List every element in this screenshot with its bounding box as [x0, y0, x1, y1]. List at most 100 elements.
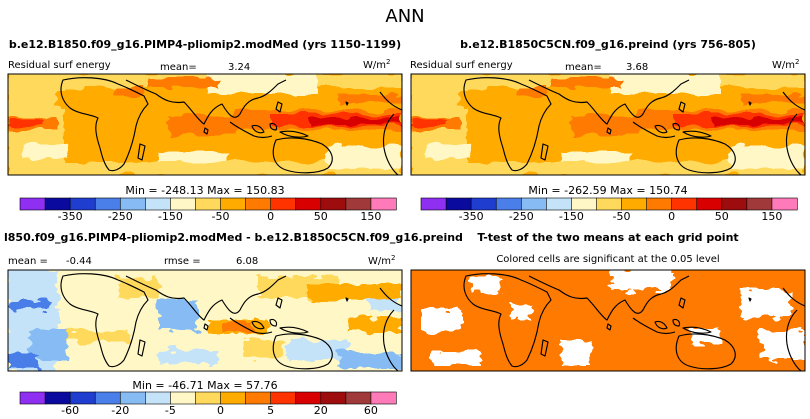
panel-1-colorbar-swatch-0	[19, 197, 46, 211]
panel-3-colorbar-swatch-8	[220, 391, 247, 405]
panel-1-colorbar-tick-label: -350	[58, 210, 83, 223]
panel-1-colorbar-swatch-1	[44, 197, 71, 211]
panel-4-title: T-test of the two means at each grid poi…	[477, 231, 738, 244]
panel-2-colorbar-swatch-10	[671, 197, 698, 211]
panel-2-colorbar-tick-label: 50	[715, 210, 729, 223]
panel-1-colorbar-tick-label: -250	[108, 210, 133, 223]
panel-2-colorbar: -350 -250 -150 -50 0 50 150	[420, 197, 798, 223]
panel-2-colorbar-swatch-7	[596, 197, 623, 211]
panel-3-colorbar-swatch-7	[195, 391, 222, 405]
panel-2-colorbar-swatch-4	[520, 197, 547, 211]
panel-2-colorbar-swatch-6	[571, 197, 598, 211]
panel-3: l850.f09_g16.PIMP4-pliomip2.modMed - b.e…	[4, 231, 463, 417]
panel-3-title: l850.f09_g16.PIMP4-pliomip2.modMed - b.e…	[4, 231, 463, 244]
panel-2-colorbar-tick-label: 0	[668, 210, 675, 223]
panel-1-colorbar-swatch-14	[370, 197, 397, 211]
panel-1-colorbar-tick-label: -150	[158, 210, 183, 223]
panel-3-units: W/m2	[368, 254, 395, 267]
panel-3-colorbar-swatch-13	[345, 391, 372, 405]
panel-3-colorbar-swatch-11	[295, 391, 322, 405]
panel-1-title: b.e12.B1850.f09_g16.PIMP4-pliomip2.modMe…	[9, 38, 401, 51]
panel-1-colorbar-swatch-13	[345, 197, 372, 211]
panel-2-colorbar-tick-label: 150	[761, 210, 782, 223]
panel-3-colorbar-tick-label: 60	[364, 404, 378, 417]
panel-3-colorbar-swatch-4	[119, 391, 146, 405]
panel-1-mean-value: 3.24	[228, 62, 250, 73]
panel-1-minmax: Min = -248.13 Max = 150.83	[125, 184, 284, 197]
panel-1-colorbar: -350 -250 -150 -50 0 50 150	[19, 197, 397, 223]
panel-2-colorbar-swatch-1	[445, 197, 472, 211]
panel-2-colorbar-swatch-9	[646, 197, 673, 211]
panel-3-colorbar-tick-label: 0	[217, 404, 224, 417]
panel-3-map	[7, 269, 403, 372]
panel-1-colorbar-swatch-10	[270, 197, 297, 211]
panel-2: b.e12.B1850C5CN.f09_g16.preind (yrs 756-…	[410, 38, 806, 223]
panel-2-colorbar-swatch-2	[470, 197, 497, 211]
panel-2-colorbar-swatch-5	[546, 197, 573, 211]
panel-4-map	[410, 269, 806, 372]
panel-3-colorbar-swatch-9	[245, 391, 272, 405]
panel-1-colorbar-swatch-8	[220, 197, 247, 211]
panel-1-map	[7, 73, 403, 176]
panel-2-colorbar-tick-label: -50	[613, 210, 631, 223]
panel-2-colorbar-tick-label: -250	[509, 210, 534, 223]
panel-3-colorbar-swatch-14	[370, 391, 397, 405]
panel-1-colorbar-swatch-11	[295, 197, 322, 211]
panel-2-mean-label: mean=	[565, 62, 602, 73]
panel-3-colorbar-swatch-0	[19, 391, 46, 405]
panel-3-colorbar-tick-label: -60	[61, 404, 79, 417]
panel-3-colorbar-swatch-2	[69, 391, 96, 405]
panel-3-colorbar: -60 -20 -5 0 5 20 60	[19, 391, 397, 417]
panel-2-units: W/m2	[772, 58, 799, 71]
panel-1-colorbar-swatch-9	[245, 197, 272, 211]
panel-2-map	[410, 73, 806, 176]
panel-2-colorbar-swatch-13	[746, 197, 773, 211]
panel-1-colorbar-tick-label: -50	[212, 210, 230, 223]
panel-3-colorbar-swatch-6	[170, 391, 197, 405]
figure-title: ANN	[385, 6, 424, 27]
panel-2-colorbar-swatch-14	[771, 197, 798, 211]
panel-2-variable-label: Residual surf energy	[410, 60, 513, 71]
panel-1-mean-label: mean=	[160, 62, 197, 73]
panel-3-colorbar-swatch-1	[44, 391, 71, 405]
panel-1-units: W/m2	[363, 58, 390, 71]
panel-1-colorbar-swatch-6	[170, 197, 197, 211]
panel-3-colorbar-tick-label: -5	[165, 404, 176, 417]
panel-2-colorbar-tick-label: -150	[559, 210, 584, 223]
panel-1-colorbar-swatch-7	[195, 197, 222, 211]
panel-1-colorbar-swatch-12	[320, 197, 347, 211]
panel-3-mean-label: mean =	[8, 256, 48, 267]
panel-1-colorbar-swatch-2	[69, 197, 96, 211]
panel-2-colorbar-swatch-11	[696, 197, 723, 211]
panel-1-colorbar-tick-label: 50	[314, 210, 328, 223]
panel-3-rmse-value: 6.08	[236, 256, 258, 267]
panel-1-variable-label: Residual surf energy	[8, 60, 111, 71]
panel-3-minmax: Min = -46.71 Max = 57.76	[132, 379, 277, 392]
panel-4-subtitle: Colored cells are significant at the 0.0…	[496, 254, 719, 265]
panel-3-mean-value: -0.44	[66, 256, 92, 267]
panel-2-colorbar-swatch-8	[621, 197, 648, 211]
panel-2-minmax: Min = -262.59 Max = 150.74	[528, 184, 687, 197]
panel-1-colorbar-swatch-3	[94, 197, 121, 211]
panel-2-colorbar-swatch-12	[721, 197, 748, 211]
panel-2-title: b.e12.B1850C5CN.f09_g16.preind (yrs 756-…	[460, 38, 756, 51]
panel-3-colorbar-tick-label: 5	[267, 404, 274, 417]
panel-2-colorbar-swatch-0	[420, 197, 447, 211]
panel-1: b.e12.B1850.f09_g16.PIMP4-pliomip2.modMe…	[7, 38, 403, 223]
panel-1-colorbar-swatch-5	[145, 197, 172, 211]
panel-1-colorbar-swatch-4	[119, 197, 146, 211]
panel-2-colorbar-swatch-3	[495, 197, 522, 211]
panel-3-rmse-label: rmse =	[164, 256, 201, 267]
panel-2-colorbar-tick-label: -350	[459, 210, 484, 223]
panel-3-colorbar-tick-label: 20	[314, 404, 328, 417]
panel-2-mean-value: 3.68	[626, 62, 648, 73]
panel-3-colorbar-swatch-5	[145, 391, 172, 405]
panel-1-colorbar-tick-label: 150	[360, 210, 381, 223]
panel-3-colorbar-tick-label: -20	[111, 404, 129, 417]
panel-3-colorbar-swatch-10	[270, 391, 297, 405]
panel-3-colorbar-swatch-3	[94, 391, 121, 405]
panel-3-colorbar-swatch-12	[320, 391, 347, 405]
panel-1-colorbar-tick-label: 0	[267, 210, 274, 223]
panel-4: T-test of the two means at each grid poi…	[410, 231, 806, 372]
